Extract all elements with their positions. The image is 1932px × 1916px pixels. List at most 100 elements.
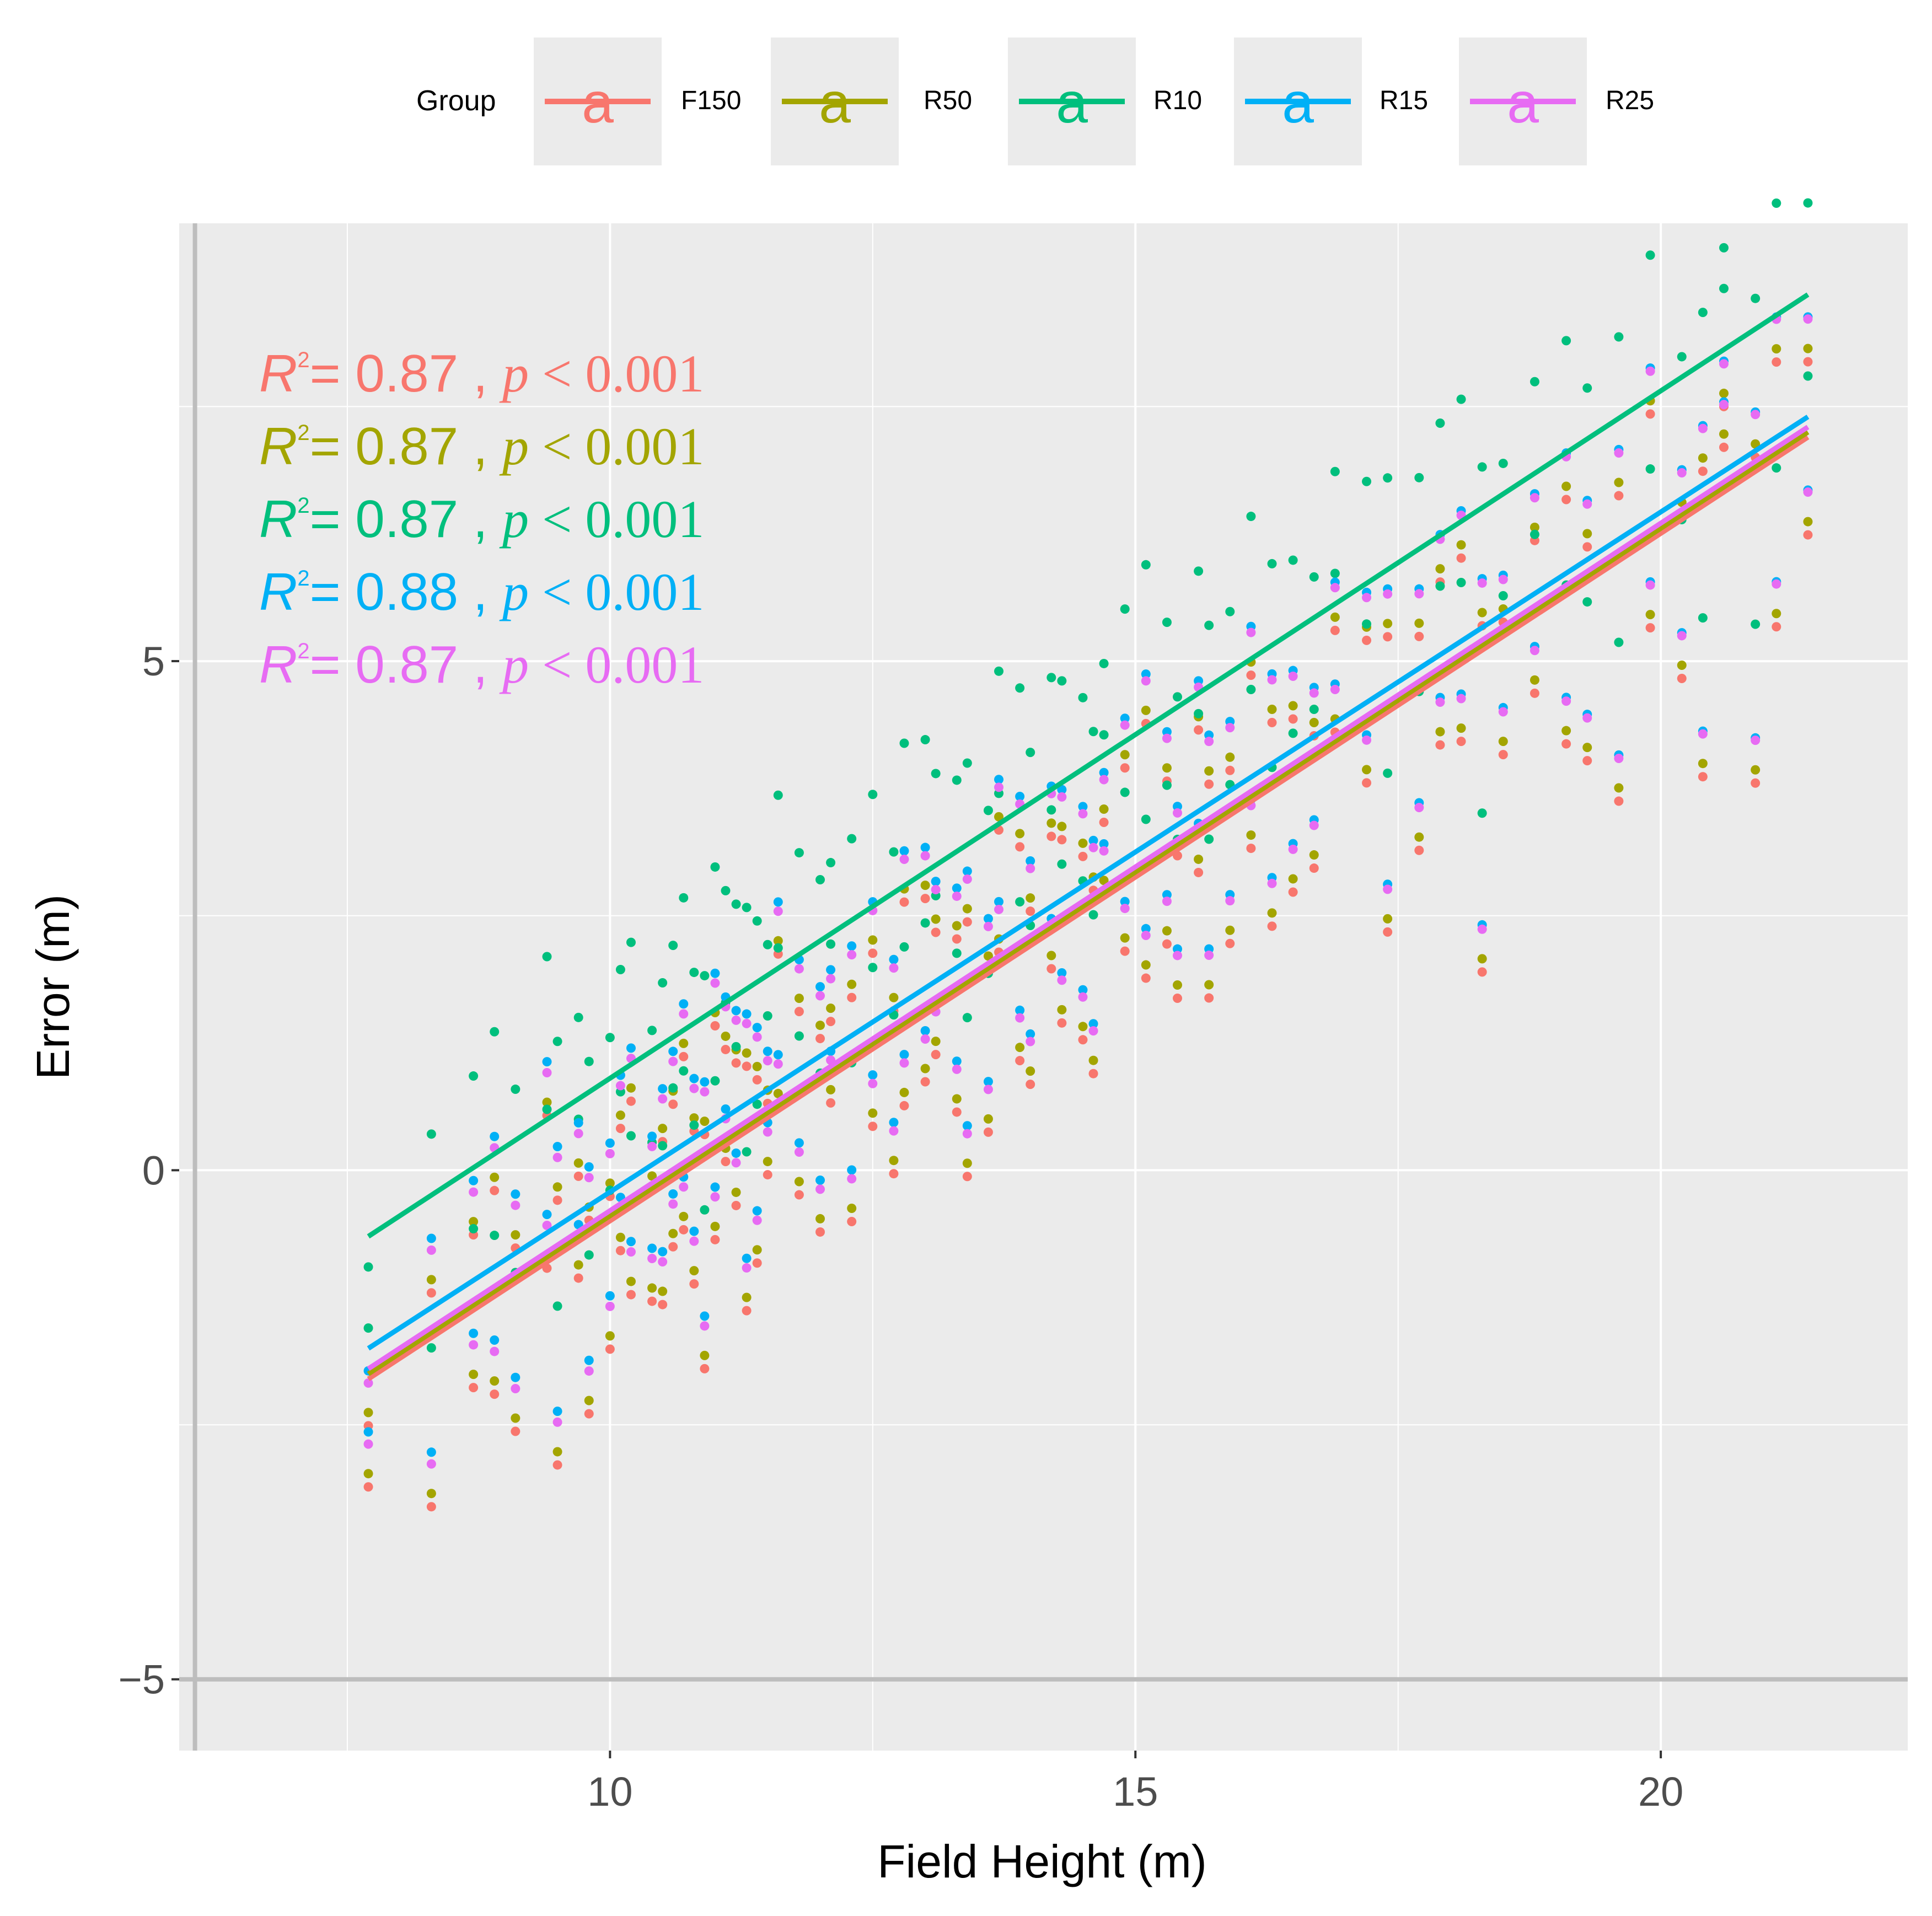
data-point-r10 [1194, 566, 1204, 576]
data-point-r25 [573, 1129, 583, 1139]
data-point-r25 [584, 1173, 594, 1183]
data-point-r10 [1614, 332, 1624, 342]
data-point-f150 [1614, 796, 1624, 806]
data-point-r10 [426, 1343, 436, 1353]
data-point-r15 [363, 1427, 373, 1437]
data-point-r10 [962, 1013, 972, 1023]
data-point-r15 [511, 1372, 520, 1382]
data-point-f150 [983, 1127, 993, 1137]
data-point-r15 [1015, 792, 1025, 802]
data-point-r10 [1120, 604, 1130, 614]
data-point-r15 [815, 982, 825, 992]
data-point-f150 [1046, 831, 1056, 841]
data-point-r25 [1099, 846, 1109, 856]
data-point-r10 [363, 1262, 373, 1272]
legend-item-r50: a R50 [771, 37, 972, 165]
data-point-r50 [815, 1021, 825, 1031]
data-point-r15 [994, 775, 1004, 785]
data-point-r15 [1162, 727, 1172, 737]
data-point-r50 [1162, 926, 1172, 936]
data-point-r15 [552, 1407, 562, 1416]
data-point-f150 [1078, 1035, 1088, 1045]
data-point-r15 [700, 1311, 710, 1321]
data-point-r10 [552, 1037, 562, 1046]
data-point-r10 [794, 1031, 804, 1041]
data-point-r50 [983, 951, 993, 961]
data-point-r50 [920, 881, 930, 890]
data-point-r15 [647, 1131, 657, 1141]
data-point-r10 [1246, 684, 1256, 694]
data-point-r25 [1330, 684, 1340, 694]
data-point-r10 [1435, 581, 1445, 591]
data-point-f150 [1267, 921, 1277, 931]
data-point-f150 [1414, 845, 1424, 855]
data-point-r25 [626, 1247, 636, 1257]
data-point-r50 [1582, 529, 1592, 539]
data-point-f150 [1561, 739, 1571, 749]
data-point-r25 [584, 1366, 594, 1376]
data-point-r10 [1099, 658, 1109, 668]
data-point-r25 [1162, 897, 1172, 906]
data-point-r50 [752, 1061, 762, 1071]
data-point-f150 [826, 1098, 836, 1108]
data-point-r50 [700, 1350, 710, 1360]
legend-item-r10: a R10 [1008, 37, 1202, 165]
data-point-r25 [847, 950, 857, 960]
data-point-r15 [899, 846, 909, 856]
data-point-f150 [815, 1227, 825, 1237]
data-point-r10 [752, 1099, 762, 1109]
data-point-r50 [1803, 517, 1813, 527]
data-point-r50 [1751, 765, 1761, 775]
data-point-r25 [700, 1087, 710, 1097]
data-point-r10 [1330, 466, 1340, 476]
data-point-r50 [490, 1376, 500, 1386]
data-point-r50 [931, 1037, 941, 1046]
data-point-r10 [1645, 250, 1655, 260]
regression-line-r10 [367, 292, 1810, 1239]
data-point-r50 [847, 1203, 857, 1213]
data-point-r10 [731, 1042, 741, 1051]
data-point-r10 [584, 1056, 594, 1066]
data-point-r10 [1772, 198, 1781, 208]
data-point-r25 [1698, 729, 1708, 739]
data-point-r50 [1026, 893, 1035, 903]
data-point-r50 [1026, 1066, 1035, 1076]
data-point-f150 [1309, 863, 1319, 873]
data-point-r25 [552, 1417, 562, 1427]
data-point-r25 [1330, 583, 1340, 593]
legend-item-r25: a R25 [1459, 37, 1654, 165]
data-point-r10 [490, 1231, 500, 1241]
data-point-r25 [899, 1058, 909, 1068]
data-point-f150 [1162, 939, 1172, 949]
data-point-f150 [710, 1021, 720, 1031]
data-point-r15 [773, 1050, 783, 1060]
x-tick-label: 15 [1113, 1769, 1158, 1815]
data-point-r50 [490, 1172, 500, 1182]
data-point-r25 [1719, 400, 1729, 410]
data-point-r15 [689, 1226, 699, 1236]
data-point-r10 [1456, 578, 1466, 588]
data-point-r50 [1456, 540, 1466, 550]
data-point-r10 [1582, 383, 1592, 393]
data-point-r25 [469, 1187, 479, 1197]
legend-key-glyph: a [582, 71, 614, 135]
data-point-r10 [1677, 352, 1687, 362]
data-point-r25 [1414, 589, 1424, 599]
data-point-r15 [721, 1104, 731, 1114]
data-point-r50 [731, 1187, 741, 1197]
data-point-r10 [1088, 727, 1098, 737]
data-point-r50 [1141, 960, 1151, 970]
data-point-r10 [679, 1066, 689, 1076]
data-point-r25 [647, 1141, 657, 1151]
data-point-f150 [469, 1383, 479, 1393]
data-point-r50 [668, 1228, 678, 1238]
data-point-r50 [1435, 727, 1445, 737]
data-point-r15 [1078, 985, 1088, 995]
data-point-f150 [1026, 1080, 1035, 1090]
data-point-r10 [1204, 834, 1214, 844]
data-point-r50 [1204, 766, 1214, 776]
data-point-r25 [1477, 924, 1487, 934]
data-point-r25 [1772, 579, 1781, 589]
data-point-r15 [962, 1121, 972, 1131]
data-point-r50 [605, 1178, 615, 1188]
